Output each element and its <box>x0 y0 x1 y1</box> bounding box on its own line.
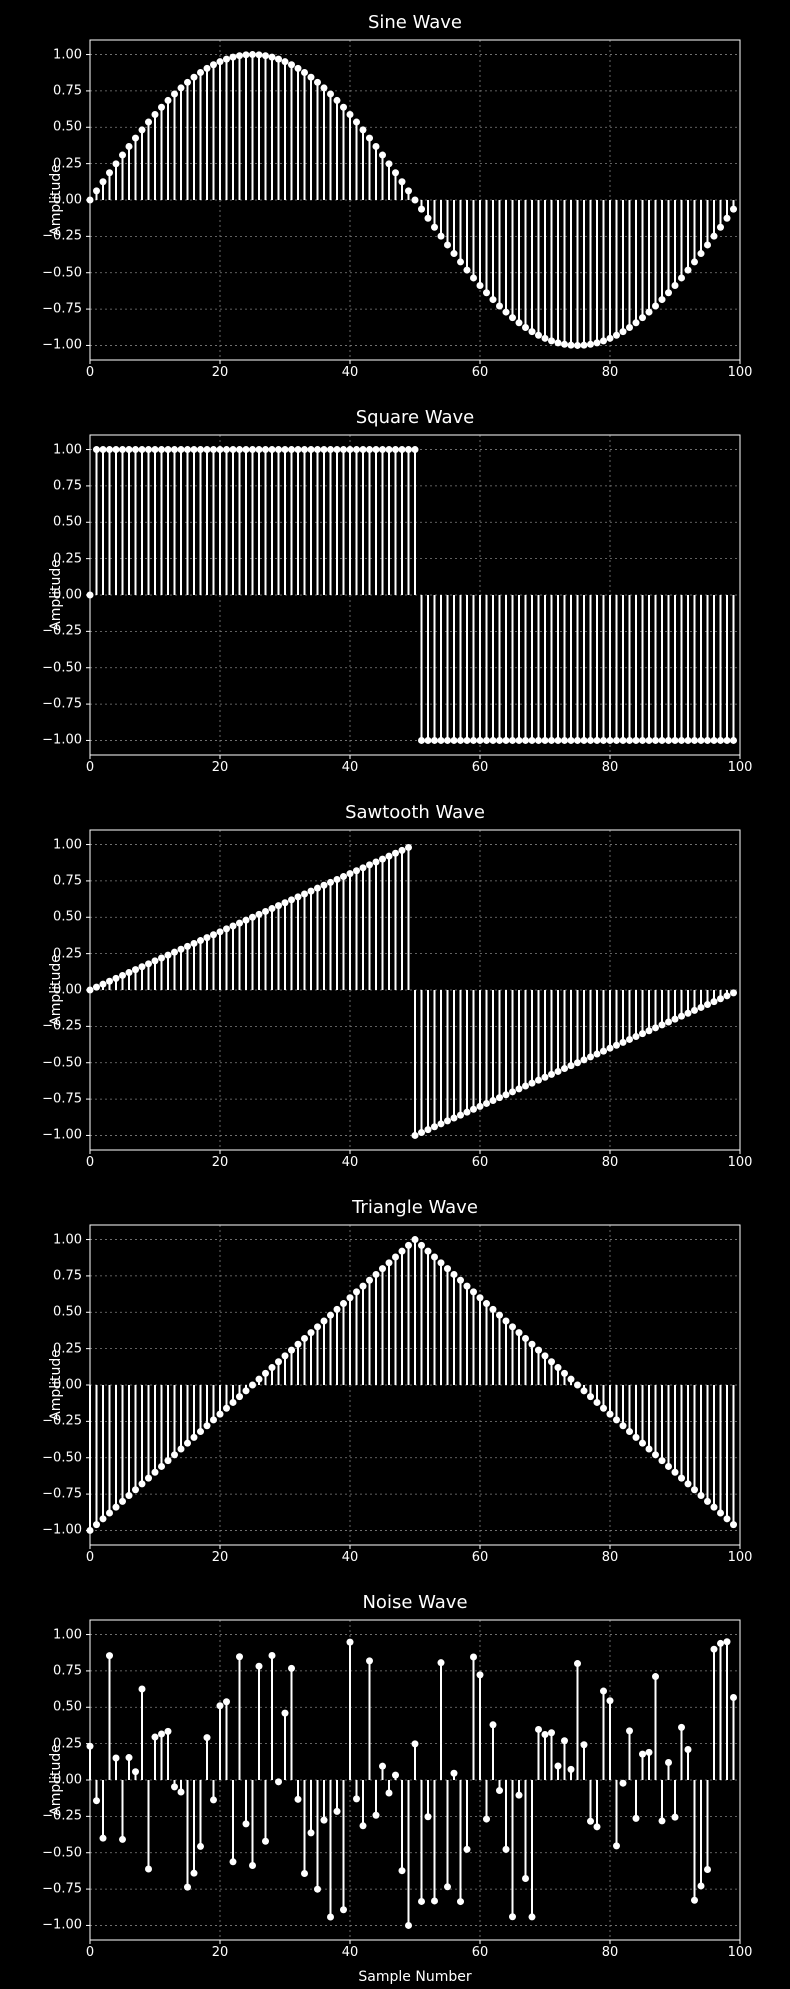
subplot-triangle: Triangle WaveAmplitude020406080100−1.00−… <box>90 1225 740 1545</box>
y-tick-label: 0.25 <box>22 1341 82 1356</box>
x-tick-label: 20 <box>212 365 229 380</box>
x-tick-label: 0 <box>86 1550 94 1565</box>
y-tick-label: −0.75 <box>22 1092 82 1107</box>
x-tick-label: 20 <box>212 1155 229 1170</box>
x-tick-label: 80 <box>602 365 619 380</box>
x-tick-label: 100 <box>728 1155 753 1170</box>
x-tick-label: 0 <box>86 1945 94 1960</box>
y-tick-label: −0.50 <box>22 1845 82 1860</box>
y-tick-label: −0.75 <box>22 302 82 317</box>
y-tick-label: −0.50 <box>22 1450 82 1465</box>
y-tick-label: 1.00 <box>22 47 82 62</box>
stem-lines <box>90 1642 734 1926</box>
y-tick-label: −1.00 <box>22 1918 82 1933</box>
y-tick-label: 1.00 <box>22 837 82 852</box>
subplot-square: Square WaveAmplitude020406080100−1.00−0.… <box>90 435 740 755</box>
stem-markers <box>87 844 738 1139</box>
y-tick-label: −0.25 <box>22 229 82 244</box>
plot-canvas <box>90 1225 740 1545</box>
y-tick-label: 0.50 <box>22 1700 82 1715</box>
x-tick-label: 100 <box>728 760 753 775</box>
y-tick-label: −1.00 <box>22 1523 82 1538</box>
plot-canvas <box>90 830 740 1150</box>
y-tick-label: 0.75 <box>22 873 82 888</box>
x-tick-label: 60 <box>472 365 489 380</box>
y-tick-label: −1.00 <box>22 338 82 353</box>
y-tick-label: 0.00 <box>22 588 82 603</box>
stem-markers <box>87 1638 738 1929</box>
y-tick-label: 0.75 <box>22 1268 82 1283</box>
y-tick-label: 0.50 <box>22 120 82 135</box>
y-tick-label: −0.25 <box>22 1809 82 1824</box>
plot-canvas <box>90 435 740 755</box>
y-tick-label: −0.50 <box>22 265 82 280</box>
x-tick-label: 20 <box>212 1945 229 1960</box>
x-tick-label: 60 <box>472 1550 489 1565</box>
y-tick-label: 1.00 <box>22 1627 82 1642</box>
x-tick-label: 40 <box>342 760 359 775</box>
y-tick-label: −0.25 <box>22 624 82 639</box>
x-tick-label: 20 <box>212 760 229 775</box>
y-tick-label: −0.75 <box>22 697 82 712</box>
subplot-noise: Noise WaveAmplitudeSample Number02040608… <box>90 1620 740 1940</box>
x-tick-label: 40 <box>342 1155 359 1170</box>
y-tick-label: −0.75 <box>22 1487 82 1502</box>
x-tick-label: 60 <box>472 1155 489 1170</box>
y-tick-label: −0.50 <box>22 1055 82 1070</box>
y-tick-label: 0.00 <box>22 1773 82 1788</box>
x-tick-label: 60 <box>472 760 489 775</box>
x-tick-label: 80 <box>602 760 619 775</box>
y-tick-label: −0.25 <box>22 1019 82 1034</box>
y-tick-label: −1.00 <box>22 733 82 748</box>
y-tick-label: 0.00 <box>22 193 82 208</box>
y-tick-label: 0.50 <box>22 910 82 925</box>
x-tick-label: 40 <box>342 1945 359 1960</box>
subplot-sine: Sine WaveAmplitude020406080100−1.00−0.75… <box>90 40 740 360</box>
y-tick-label: 0.25 <box>22 946 82 961</box>
y-tick-label: 1.00 <box>22 1232 82 1247</box>
y-tick-label: −0.25 <box>22 1414 82 1429</box>
x-tick-label: 0 <box>86 760 94 775</box>
y-tick-label: 0.50 <box>22 515 82 530</box>
x-tick-label: 100 <box>728 1550 753 1565</box>
y-tick-label: 0.75 <box>22 478 82 493</box>
subplot-sawtooth: Sawtooth WaveAmplitude020406080100−1.00−… <box>90 830 740 1150</box>
y-tick-label: 0.25 <box>22 1736 82 1751</box>
y-tick-label: 0.00 <box>22 983 82 998</box>
y-tick-label: −0.50 <box>22 660 82 675</box>
y-tick-label: −1.00 <box>22 1128 82 1143</box>
subplot-title: Sine Wave <box>90 12 740 33</box>
y-tick-label: 0.00 <box>22 1378 82 1393</box>
y-tick-label: 1.00 <box>22 442 82 457</box>
x-tick-label: 80 <box>602 1550 619 1565</box>
x-tick-label: 100 <box>728 365 753 380</box>
x-tick-label: 80 <box>602 1155 619 1170</box>
y-tick-label: −0.75 <box>22 1882 82 1897</box>
x-tick-label: 0 <box>86 1155 94 1170</box>
y-tick-label: 0.75 <box>22 1663 82 1678</box>
x-tick-label: 0 <box>86 365 94 380</box>
x-tick-label: 40 <box>342 365 359 380</box>
subplot-title: Noise Wave <box>90 1592 740 1613</box>
x-axis-label: Sample Number <box>90 1969 740 1985</box>
y-tick-label: 0.75 <box>22 83 82 98</box>
x-tick-label: 40 <box>342 1550 359 1565</box>
x-tick-label: 100 <box>728 1945 753 1960</box>
plot-canvas <box>90 1620 740 1940</box>
x-tick-label: 20 <box>212 1550 229 1565</box>
plot-canvas <box>90 40 740 360</box>
y-tick-label: 0.25 <box>22 156 82 171</box>
subplot-title: Triangle Wave <box>90 1197 740 1218</box>
y-tick-label: 0.25 <box>22 551 82 566</box>
y-tick-label: 0.50 <box>22 1305 82 1320</box>
x-tick-label: 80 <box>602 1945 619 1960</box>
stem-markers <box>87 51 738 349</box>
subplot-title: Sawtooth Wave <box>90 802 740 823</box>
subplot-title: Square Wave <box>90 407 740 428</box>
x-tick-label: 60 <box>472 1945 489 1960</box>
figure: Sine WaveAmplitude020406080100−1.00−0.75… <box>0 0 790 1989</box>
tick-marks <box>86 1635 740 1944</box>
stem-lines <box>90 847 734 1135</box>
